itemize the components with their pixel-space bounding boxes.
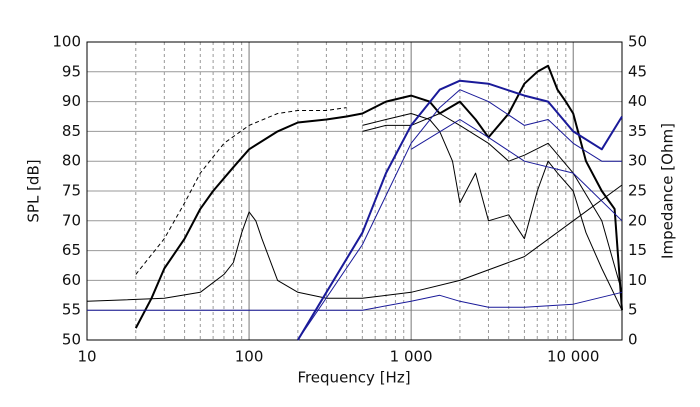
y-tick-label: 55 [62,301,81,319]
y-tick-label: 50 [62,331,81,349]
plot-frame [86,41,623,341]
y-tick-label: 70 [62,211,81,229]
y2-tick-label: 15 [628,241,647,259]
y2-tick-label: 25 [628,182,647,200]
y-tick-label: 95 [62,62,81,80]
y2-tick-label: 50 [628,33,647,51]
y2-tick-label: 20 [628,211,647,229]
series-line [86,184,623,302]
series-line [87,291,623,311]
series-line [362,113,623,293]
y-axis-label: SPL [dB] [25,159,43,222]
y-tick-label: 100 [52,33,81,51]
x-axis-label: Frequency [Hz] [297,369,410,387]
y-tick-label: 85 [62,122,81,140]
y2-axis-label: Impedance [Ohm] [659,123,677,259]
y2-tick-label: 0 [628,331,638,349]
series-line [135,107,347,275]
y2-tick-label: 45 [628,62,647,80]
series-line [134,64,623,329]
x-tick-label: 100 [235,348,264,366]
y2-tick-label: 35 [628,122,647,140]
series-line [297,89,622,341]
y-tick-label: 90 [62,92,81,110]
x-tick-label: 1 000 [390,348,433,366]
series-line [410,119,623,222]
y2-tick-label: 5 [628,301,638,319]
y-tick-label: 75 [62,182,81,200]
x-tick-label: 10 [77,348,96,366]
y-tick-label: 60 [62,271,81,289]
x-tick-label: 10 000 [547,348,600,366]
y-tick-label: 80 [62,152,81,170]
series-line [297,79,623,341]
y2-tick-label: 30 [628,152,647,170]
y-tick-label: 65 [62,241,81,259]
y2-tick-label: 10 [628,271,647,289]
y2-tick-label: 40 [628,92,647,110]
